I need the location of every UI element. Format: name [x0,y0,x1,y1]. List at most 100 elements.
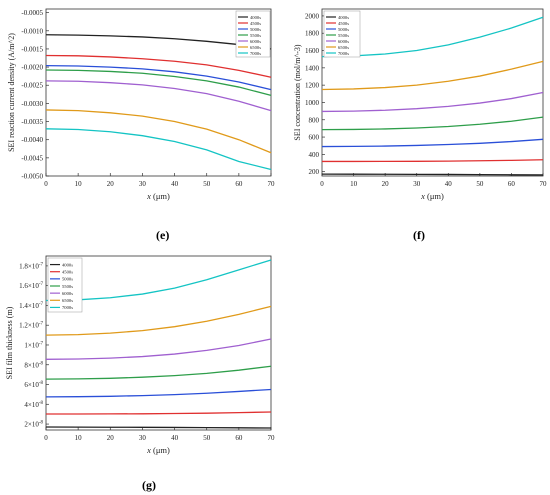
x-tick-label: 70 [268,434,276,442]
caption-g: (g) [142,478,156,492]
legend-box [323,10,361,58]
legend-label: 4500s [62,270,73,275]
y-tick-label: -0.0040 [21,136,43,144]
legend-box [47,257,83,313]
y-tick-base: 1.6×10 [19,282,39,290]
y-tick-label: 200 [309,168,320,176]
y-tick-label: 1.2×10-7 [19,322,43,330]
series-line-6500s [321,60,544,91]
series-line-4500s [322,159,544,163]
x-tick-label: 40 [445,180,453,188]
x-axis-label: x (μm) [420,191,444,201]
y-tick-exponent: -7 [39,322,44,327]
series-line-6000s [45,80,272,112]
series-line-5500s [45,365,272,380]
legend-label: 4500s [338,21,349,26]
legend-label: 4000s [338,15,349,20]
legend-label: 6500s [250,45,261,50]
x-axis-label-unit: (μm) [425,191,444,201]
x-tick-label: 0 [320,180,324,188]
legend-label: 4000s [62,262,73,267]
y-tick-label: 8×10-8 [24,361,43,369]
y-axis-label: SEI reaction current density (A/m^2) [7,33,16,152]
y-tick-label: 800 [309,116,320,124]
x-tick-label: 70 [268,180,276,188]
series-line-6500s [45,109,272,154]
y-tick-label: 2×10-8 [24,421,43,429]
x-tick-label: 30 [139,434,147,442]
y-tick-label: -0.0015 [21,45,43,53]
x-tick-label: 10 [350,180,358,188]
x-tick-label: 50 [203,434,211,442]
x-axis-label: x (μm) [146,191,170,201]
chart-panel-2: 0 10 20 30 40 50 60 702×10-84×10-86×10-88×10-81… [5,255,276,455]
series-line-6500s [45,305,272,336]
y-tick-label: -0.0030 [21,100,43,108]
y-tick-exponent: -7 [39,262,44,267]
y-tick-exponent: -7 [39,302,44,307]
y-tick-exponent: -8 [39,421,44,426]
x-tick-label: 20 [107,434,115,442]
y-tick-base: 6×10 [24,381,39,389]
y-tick-base: 1.2×10 [19,322,39,330]
chart-panel-0: 0 10 20 30 40 50 60 70 -0.0005 -0.0010 -0.0015 -0.0… [7,8,276,201]
y-tick-base: 4×10 [24,401,39,409]
legend-label: 5000s [250,27,261,32]
x-tick-label: 10 [75,434,83,442]
series-line-6000s [321,91,544,113]
plot-frame [45,255,272,431]
legend-label: 7000s [250,51,261,56]
series-line-5000s [45,64,272,91]
x-tick-label: 40 [171,434,179,442]
legend-label: 7000s [62,305,73,310]
legend-label: 6000s [62,291,73,296]
y-tick-base: 8×10 [24,361,39,369]
y-tick-label: -0.0020 [21,64,43,72]
caption-e: (e) [156,228,170,242]
x-tick-label: 0 [44,180,48,188]
y-axis-label: SEI concentration (mol/m^-3) [293,44,302,141]
y-tick-label: 2000 [305,12,320,20]
series-line-5000s [45,388,272,398]
y-tick-base: 1×10 [24,341,39,349]
y-tick-label: 1800 [305,30,320,38]
y-tick-base: 1.8×10 [19,262,39,270]
caption-f: (f) [413,228,425,242]
x-tick-label: 50 [203,180,211,188]
series-line-7000s [45,128,272,171]
y-tick-label: -0.0050 [21,173,43,181]
series-line-4500s [45,54,272,78]
series-line-5500s [321,116,544,131]
x-axis-label: x (μm) [146,445,170,455]
y-tick-label: 1400 [305,64,320,72]
legend-label: 4000s [250,15,261,20]
legend-label: 5500s [62,284,73,289]
y-tick-label: -0.0005 [21,9,43,17]
y-tick-base: 2×10 [24,421,39,429]
series-line-4500s [46,411,272,415]
y-tick-label: 1.6×10-7 [19,282,43,290]
y-tick-label: 6×10-8 [24,381,43,389]
y-tick-exponent: -7 [39,341,44,346]
y-tick-label: 1×10-7 [24,341,43,349]
x-axis-label-symbol: x [420,191,425,201]
legend-label: 6500s [62,298,73,303]
x-tick-label: 50 [476,180,484,188]
x-tick-label: 60 [508,180,516,188]
series-line-6000s [45,338,272,360]
x-axis-label-unit: (μm) [151,191,170,201]
plot-frame [45,8,272,177]
y-axis-label: SEI film thickness (m) [5,306,14,379]
y-tick-label: -0.0035 [21,118,43,126]
y-tick-exponent: -7 [39,282,44,287]
y-tick-label: 1.8×10-7 [19,262,43,270]
y-tick-label: -0.0045 [21,154,43,162]
x-tick-label: 10 [75,180,83,188]
y-tick-exponent: -8 [39,381,44,386]
y-tick-label: -0.0025 [21,82,43,90]
legend-label: 6000s [250,39,261,44]
y-tick-label: 1200 [305,82,320,90]
series-line-4000s [321,173,544,176]
y-tick-label: 600 [309,134,320,142]
